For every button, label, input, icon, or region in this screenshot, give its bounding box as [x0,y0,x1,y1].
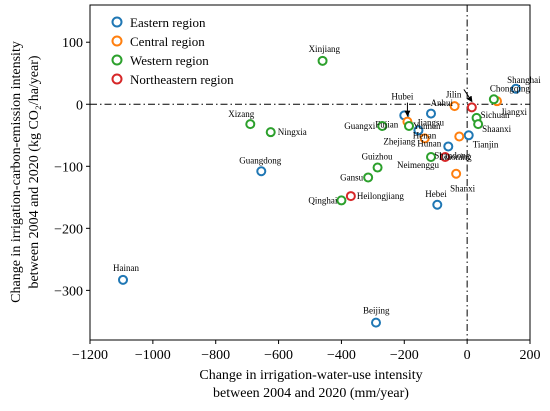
x-tick-label: 200 [520,348,541,363]
point-heilongjiang [345,191,356,202]
label-xizang: Xizang [228,109,254,119]
x-tick-label: −400 [327,348,356,363]
label-gansu: Gansu [340,172,363,182]
point-hainan [118,274,128,285]
y-axis-label-line-1: Change in irrigation-carbon-emission int… [9,41,24,303]
label-arrows [404,89,473,117]
label-anhui: Anhui [431,98,454,108]
label-hubei: Hubei [391,92,413,102]
label-qinghai: Qinghai [308,195,337,205]
label-neimenggu: Neimenggu [397,160,439,170]
point-hebei [432,199,443,210]
y-tick-label: 0 [76,98,83,113]
point-guangxi [377,120,388,131]
label-hebei: Hebei [425,189,447,199]
axis-ticks: −1200 −1000 −800 −600 −400 −200 0 200 100 0 −100 −2… [54,36,540,363]
point-shandong [443,141,454,152]
point-gansu [363,172,374,183]
label-fujian: Fujian [375,119,399,129]
legend-entry: Northeastern region [130,72,234,87]
label-hainan: Hainan [113,263,139,273]
point-jiangsu [426,108,436,119]
label-jiangxi: Jiangxi [501,107,527,117]
label-tianjin: Tianjin [473,139,499,149]
point-liaoning [440,151,451,162]
point-guizhou [372,162,383,173]
point-shanghai [510,83,521,94]
label-liaoning: Liaoning [439,152,472,162]
legend: Eastern region Central region Western regi… [111,15,234,87]
label-beijing: Beijing [363,306,390,316]
legend-entry: Central region [130,34,205,49]
point-anhui [449,101,460,112]
label-shaanxi: Shaanxi [482,124,511,134]
point-chongqing [488,94,499,105]
label-guangxi: Guangxi [344,121,375,131]
y-tick-label: −100 [54,160,83,175]
x-tick-label: 0 [464,348,471,363]
y-tick-label: 100 [62,36,83,51]
label-henan: Henan [413,130,437,140]
x-axis-label-line-2: between 2004 and 2020 (mm/year) [213,386,409,401]
point-zhejiang [413,125,424,136]
label-shanghai: Shanghai [507,75,541,85]
label-xinjiang: Xinjiang [309,44,341,54]
label-shanxi: Shanxi [450,184,476,194]
point-hunan [454,131,465,142]
label-jiangsu: Jiangsu [417,118,445,128]
point-xinjiang [317,55,328,66]
label-ningxia: Ningxia [278,127,307,137]
label-jilin: Jilin [446,89,462,99]
label-guangdong: Guangdong [239,155,281,165]
legend-entry: Eastern region [130,15,206,30]
label-guizhou: Guizhou [362,152,393,162]
label-heilongjiang: Heilongjiang [357,191,404,201]
x-tick-label: −200 [390,348,419,363]
legend-marker [111,35,123,47]
point-guangdong [256,166,267,177]
point-henan [419,133,430,144]
point-ningxia [265,127,276,138]
label-yunnan: Yunnan [413,121,441,131]
arrow-jilin [463,89,473,103]
point-beijing [371,317,381,328]
point-xizang [245,119,256,130]
label-zhejiang: Zhejiang [383,136,415,146]
point-neimenggu [426,151,436,162]
y-axis-label-line-2: between 2004 and 2020 (kg CO₂/ha/year) [27,55,42,288]
label-sichuan: Sichuan [481,110,510,120]
legend-marker [111,54,123,66]
legend-marker [111,16,123,28]
point-tianjin [463,130,474,141]
point-jilin [466,102,477,113]
x-axis-label-line-1: Change in irrigation-water-use intensity [199,368,422,383]
legend-marker [111,73,123,85]
point-shaanxi [473,119,484,130]
point-yunnan [404,120,414,131]
label-chongqing: Chongqing [490,83,531,93]
y-tick-label: −200 [54,222,83,237]
data-points [118,55,521,328]
x-tick-label: −1200 [72,348,108,363]
plot-frame [89,4,531,341]
point-shanxi [451,168,462,179]
y-tick-label: −300 [54,284,83,299]
label-shandong: Shandong [434,150,471,160]
legend-entry: Western region [130,53,209,68]
x-tick-label: −1000 [135,348,171,363]
point-qinghai [336,195,347,206]
x-tick-label: −800 [201,348,230,363]
x-tick-label: −600 [264,348,293,363]
label-hunan: Hunan [417,139,441,149]
